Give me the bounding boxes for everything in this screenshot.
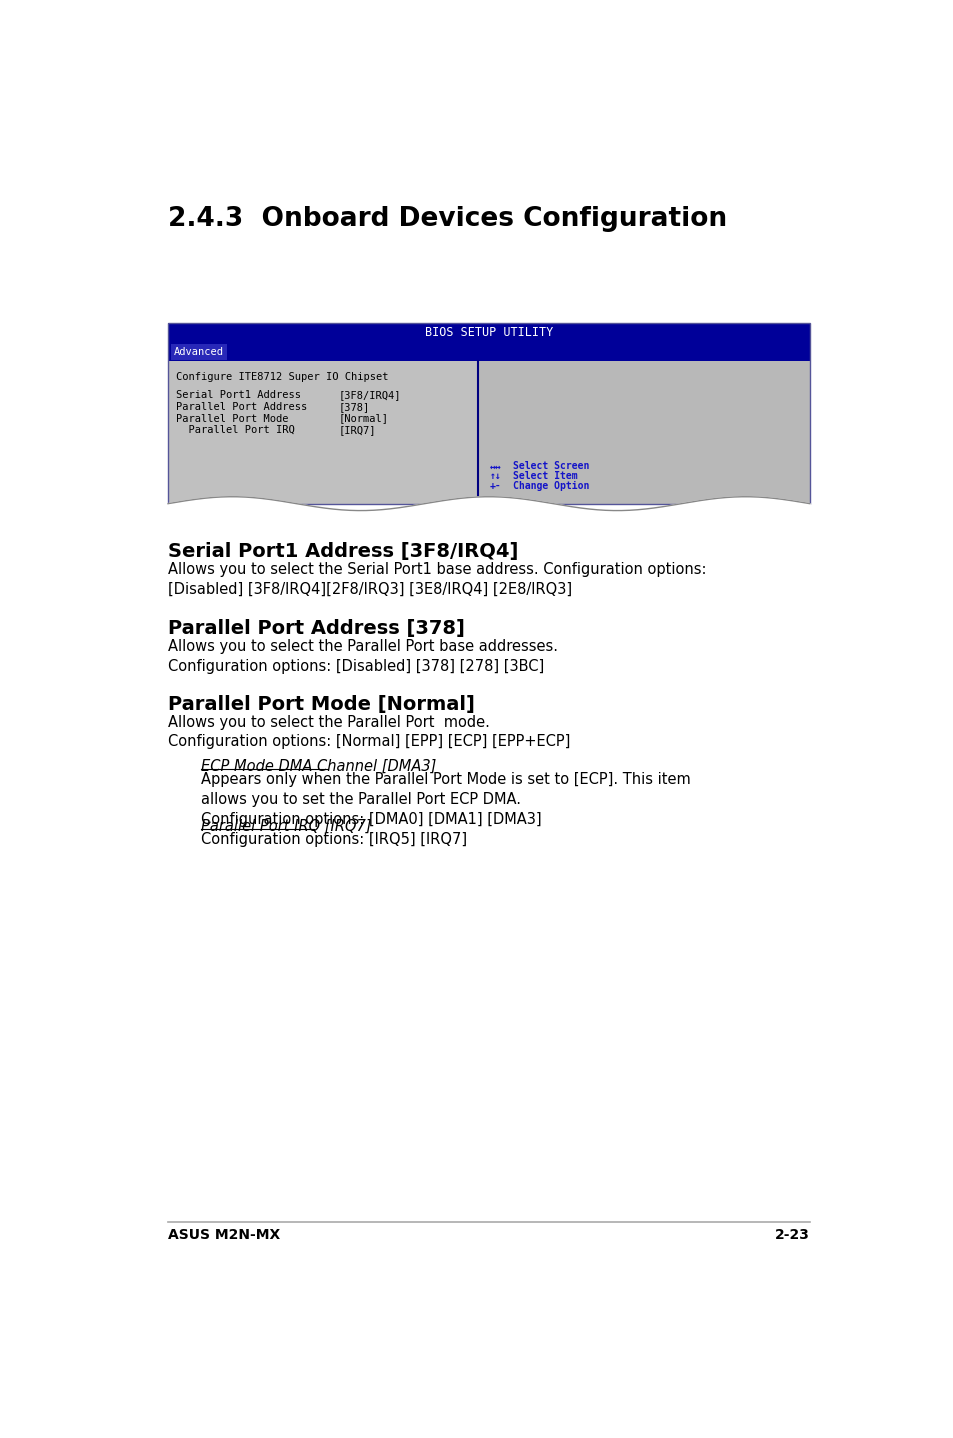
Text: ↔↔: ↔↔	[489, 462, 501, 472]
Text: Parallel Port IRQ [IRQ7]: Parallel Port IRQ [IRQ7]	[200, 818, 371, 834]
Bar	[168, 344, 809, 361]
Text: Parallel Port Mode [Normal]: Parallel Port Mode [Normal]	[168, 695, 475, 713]
Bar	[168, 361, 477, 503]
Text: 2.4.3  Onboard Devices Configuration: 2.4.3 Onboard Devices Configuration	[168, 206, 726, 232]
Text: [Normal]: [Normal]	[338, 414, 388, 424]
Text: Parallel Port Address [378]: Parallel Port Address [378]	[168, 620, 464, 638]
Text: Advanced: Advanced	[173, 347, 224, 357]
Text: ↑↓: ↑↓	[489, 472, 501, 482]
Text: Appears only when the Parallel Port Mode is set to [ECP]. This item
allows you t: Appears only when the Parallel Port Mode…	[200, 772, 690, 827]
Text: Serial Port1 Address [3F8/IRQ4]: Serial Port1 Address [3F8/IRQ4]	[168, 542, 517, 561]
Text: ASUS M2N-MX: ASUS M2N-MX	[168, 1228, 280, 1242]
Bar	[168, 322, 809, 344]
Bar	[171, 344, 227, 361]
Text: Allows you to select the Parallel Port base addresses.
Configuration options: [D: Allows you to select the Parallel Port b…	[168, 638, 558, 674]
Text: BIOS SETUP UTILITY: BIOS SETUP UTILITY	[424, 326, 553, 339]
Text: Configuration options: [IRQ5] [IRQ7]: Configuration options: [IRQ5] [IRQ7]	[200, 833, 466, 847]
Text: +-: +-	[489, 482, 501, 492]
Text: Select Item: Select Item	[513, 472, 577, 482]
Text: Select Screen: Select Screen	[513, 462, 589, 472]
Text: Parallel Port IRQ: Parallel Port IRQ	[175, 426, 294, 436]
Polygon shape	[168, 496, 809, 515]
Text: Change Option: Change Option	[513, 482, 589, 492]
Bar	[477, 361, 809, 503]
Text: ECP Mode DMA Channel [DMA3]: ECP Mode DMA Channel [DMA3]	[200, 758, 436, 774]
Text: Parallel Port Address: Parallel Port Address	[175, 403, 307, 413]
Text: [IRQ7]: [IRQ7]	[338, 426, 375, 436]
Text: 2-23: 2-23	[774, 1228, 809, 1242]
Text: Parallel Port Mode: Parallel Port Mode	[175, 414, 288, 424]
Text: Configure ITE8712 Super IO Chipset: Configure ITE8712 Super IO Chipset	[175, 372, 388, 383]
Bar	[168, 322, 809, 503]
Text: Allows you to select the Serial Port1 base address. Configuration options:
[Disa: Allows you to select the Serial Port1 ba…	[168, 562, 706, 597]
Text: Serial Port1 Address: Serial Port1 Address	[175, 391, 300, 400]
Text: [3F8/IRQ4]: [3F8/IRQ4]	[338, 391, 400, 400]
Text: Allows you to select the Parallel Port  mode.
Configuration options: [Normal] [E: Allows you to select the Parallel Port m…	[168, 715, 570, 749]
Text: [378]: [378]	[338, 403, 370, 413]
